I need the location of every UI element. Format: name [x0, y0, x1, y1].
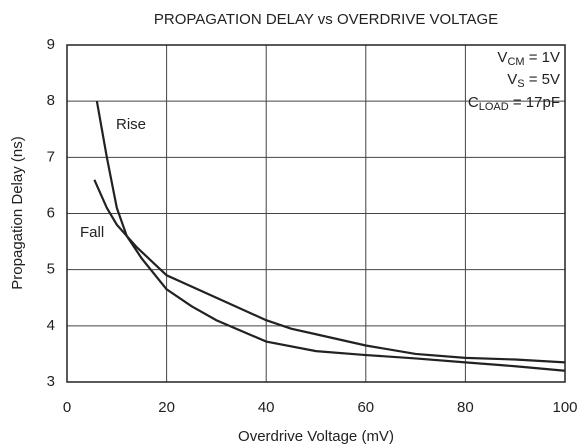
x-tick-label: 100 [552, 399, 577, 416]
annotation-main: V [507, 71, 517, 88]
chart-title: PROPAGATION DELAY vs OVERDRIVE VOLTAGE [154, 11, 498, 28]
annotation-rest: = 1V [525, 49, 560, 66]
annotation-rest: = 5V [525, 71, 560, 88]
series-label: Rise [116, 116, 146, 133]
annotation-sub: S [517, 78, 524, 90]
annotation: VCM = 1V [497, 49, 560, 68]
annotation: VS = 5V [507, 71, 560, 90]
annotation-main: C [468, 94, 479, 111]
y-tick-label: 7 [47, 148, 55, 165]
y-tick-label: 3 [47, 373, 55, 390]
annotation-sub: LOAD [479, 101, 509, 113]
x-axis-label: Overdrive Voltage (mV) [238, 428, 394, 445]
annotation-rest: = 17pF [509, 94, 560, 111]
x-tick-label: 60 [357, 399, 374, 416]
x-tick-label: 0 [63, 399, 71, 416]
y-tick-label: 6 [47, 204, 55, 221]
y-axis-label: Propagation Delay (ns) [9, 136, 26, 289]
line [93, 179, 566, 364]
plot-frame [66, 44, 566, 383]
y-tick-label: 8 [47, 92, 55, 109]
y-tick-label: 9 [47, 36, 55, 53]
annotation: CLOAD = 17pF [468, 94, 560, 113]
annotation-sub: CM [507, 56, 524, 68]
y-tick-label: 5 [47, 261, 55, 278]
x-tick-label: 40 [258, 399, 275, 416]
y-tick-label: 4 [47, 317, 55, 334]
series-label: Fall [80, 224, 104, 241]
x-tick-label: 20 [158, 399, 175, 416]
line [95, 100, 566, 372]
annotation-main: V [497, 49, 507, 66]
x-tick-label: 80 [457, 399, 474, 416]
